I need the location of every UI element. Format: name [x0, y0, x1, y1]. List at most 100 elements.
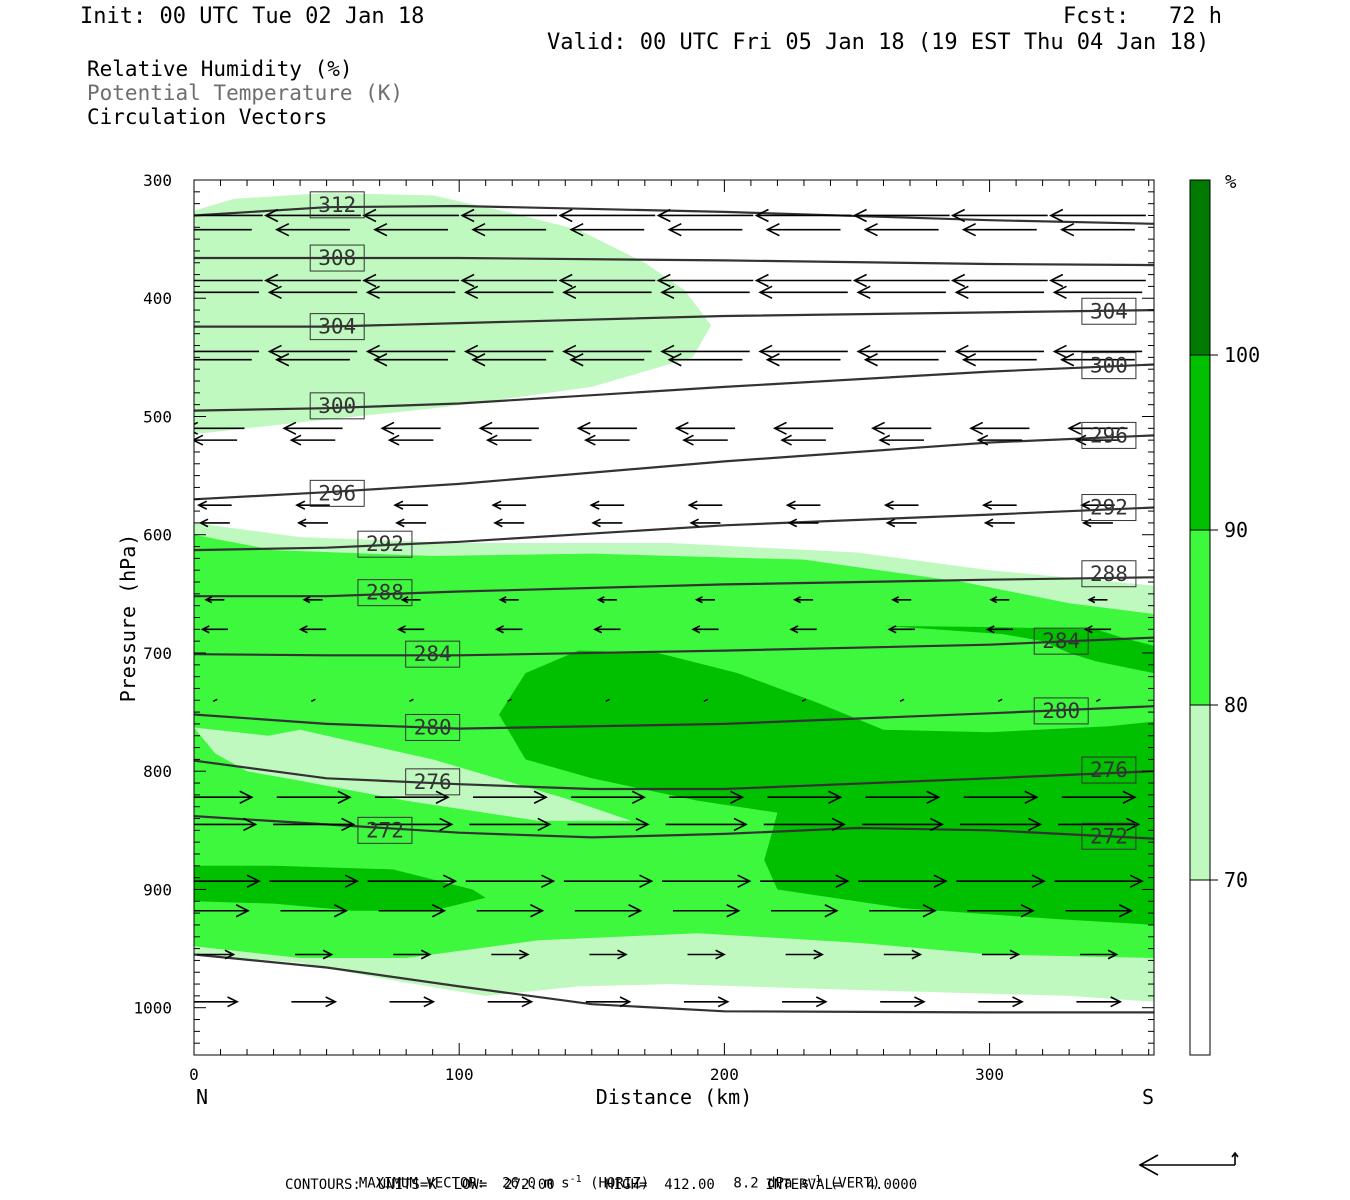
vector-head: [298, 625, 308, 634]
circulation-vector: [558, 273, 656, 288]
y-tick-label: 400: [143, 289, 172, 308]
vector-head: [1024, 790, 1039, 804]
vector-head: [856, 344, 871, 359]
vector-head: [289, 434, 302, 446]
circulation-vector: [311, 698, 316, 702]
vector-head: [813, 949, 825, 960]
field-vectors-title: Circulation Vectors: [87, 105, 328, 129]
circulation-vector: [264, 208, 361, 223]
vector-head: [981, 500, 993, 510]
circulation-vector: [1061, 790, 1137, 804]
y-tick-label: 500: [143, 407, 172, 426]
vector-head: [322, 949, 334, 960]
vector-head: [1049, 208, 1064, 223]
theta-label: 300: [309, 392, 365, 420]
circulation-vector: [460, 273, 558, 288]
theta-label: 292: [357, 530, 413, 558]
theta-contour-288: [194, 576, 1154, 598]
vector-head: [562, 285, 577, 300]
vector-head: [856, 285, 871, 300]
vector-head: [460, 273, 475, 288]
vector-head: [824, 904, 839, 918]
vector-shaft: [1095, 698, 1101, 702]
vector-head: [471, 353, 486, 367]
circulation-vector: [667, 353, 743, 367]
circulation-vector: [567, 817, 650, 832]
vector-head: [583, 434, 596, 446]
circulation-vector: [869, 904, 937, 918]
vector-head: [243, 817, 258, 832]
vector-head: [772, 421, 787, 435]
circulation-vector: [367, 874, 458, 888]
vector-head: [926, 790, 941, 804]
vector-head: [246, 874, 261, 888]
circulation-vector: [498, 596, 519, 604]
vector-head: [667, 222, 682, 237]
theta-contour-276: [194, 759, 1154, 791]
vector-head: [463, 344, 479, 359]
circulation-vector: [772, 421, 834, 435]
circulation-vector: [687, 949, 726, 960]
circulation-vector: [295, 500, 330, 510]
vector-head: [275, 353, 290, 367]
vector-head: [1110, 996, 1123, 1008]
vector-head: [730, 790, 745, 804]
circulation-vector: [291, 996, 338, 1008]
circulation-vector: [273, 817, 356, 832]
rh-fill-layer: [194, 193, 1154, 1002]
circulation-vector: [378, 904, 447, 918]
vector-head: [171, 286, 183, 298]
circulation-vector: [691, 625, 719, 634]
theta-label: 288: [1081, 560, 1137, 588]
circulation-vector: [194, 996, 239, 1008]
vector-head: [954, 285, 969, 300]
circulation-vector: [856, 285, 946, 300]
theta-label-text: 272: [366, 818, 404, 842]
theta-label-box: [1081, 352, 1137, 380]
circulation-vector: [194, 279, 263, 282]
vector-head: [715, 949, 726, 960]
colorbar-label: 100: [1224, 343, 1260, 367]
horiz-exponent: -1: [569, 1174, 582, 1185]
circulation-vector: [682, 434, 728, 446]
circulation-vector: [689, 518, 721, 528]
x-right-end-label: S: [1142, 1085, 1154, 1109]
vert-unit: (VERT): [829, 1175, 881, 1192]
vector-head: [337, 790, 352, 804]
circulation-vector: [694, 596, 715, 604]
y-tick-label: 600: [143, 526, 172, 545]
vector-head: [933, 874, 948, 888]
vector-head: [639, 874, 654, 888]
theta-label: 300: [1081, 352, 1137, 380]
vector-head: [596, 596, 605, 604]
circulation-vector: [954, 285, 1045, 300]
circulation-vector: [380, 421, 441, 435]
vector-head: [227, 996, 239, 1008]
vector-head: [396, 625, 406, 634]
colorbar-label: 80: [1224, 693, 1248, 717]
theta-label-box: [1033, 627, 1089, 655]
theta-label-text: 272: [1090, 824, 1128, 848]
theta-label-text: 276: [1090, 758, 1128, 782]
vector-head: [983, 518, 994, 528]
circulation-vector: [194, 434, 238, 446]
theta-label-box: [1033, 697, 1089, 725]
vector-head: [400, 596, 409, 604]
circulation-vector: [465, 874, 556, 888]
vector-head: [950, 208, 966, 223]
vector-head: [537, 817, 552, 832]
vector-head: [765, 353, 780, 367]
circulation-vector: [983, 518, 1015, 528]
circulation-vector: [576, 421, 637, 435]
circulation-vector: [196, 949, 236, 960]
theta-label-box: [309, 313, 365, 341]
vector-head: [656, 273, 671, 288]
circulation-vector: [1058, 817, 1141, 832]
vector-head: [1083, 625, 1093, 634]
vector-head: [179, 224, 191, 236]
vector-head: [1009, 949, 1021, 960]
circulation-vector: [396, 625, 425, 634]
vector-head: [1074, 434, 1087, 446]
vector-head: [789, 625, 799, 634]
theta-label-text: 300: [318, 394, 356, 418]
